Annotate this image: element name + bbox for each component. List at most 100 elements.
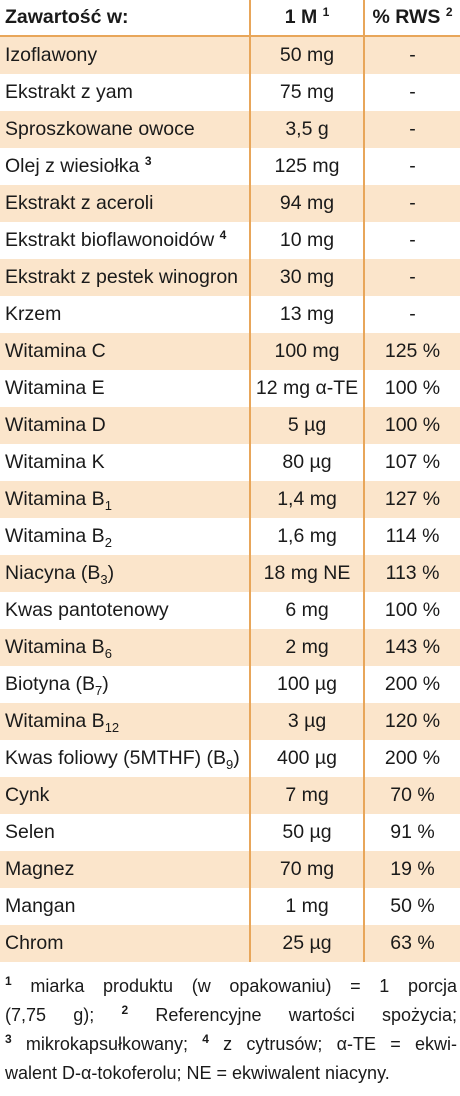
ingredient-name: Ekstrakt z pestek winogron <box>5 266 239 288</box>
ingredient-name-cell: Witamina D <box>0 407 250 444</box>
ingredient-name: Witamina B <box>5 525 105 547</box>
rws-cell: 120 % <box>363 703 460 740</box>
table-row: Witamina C 100 mg 125 % <box>0 333 460 370</box>
rws-cell: 143 % <box>363 629 460 666</box>
ingredient-footnote-mark: 3 <box>144 154 152 168</box>
header-rws-label: % RWS <box>372 6 441 28</box>
amount-cell: 125 mg <box>249 148 364 185</box>
ingredient-name-cell: Witamina B12 <box>0 703 250 740</box>
table-row: Witamina E 12 mg α-TE 100 % <box>0 370 460 407</box>
table-row: Cynk 7 mg 70 % <box>0 777 460 814</box>
rws-cell: 19 % <box>363 851 460 888</box>
table-row: Ekstrakt z pestek winogron 30 mg - <box>0 259 460 296</box>
vitamin-subscript: 3 <box>100 572 108 587</box>
table-row: Ekstrakt bioflawonoidów 4 10 mg - <box>0 222 460 259</box>
table-row: Kwas foliowy (5MTHF) (B9) 400 µg 200 % <box>0 740 460 777</box>
ingredient-name-cell: Krzem <box>0 296 250 333</box>
header-rws: % RWS 2 <box>363 0 460 36</box>
ingredient-name-cell: Izoflawony <box>0 36 250 74</box>
ingredient-name: Krzem <box>5 303 62 325</box>
ingredient-name: Ekstrakt bioflawonoidów <box>5 229 215 251</box>
ingredient-name: Magnez <box>5 858 75 880</box>
ingredient-name: Ekstrakt z aceroli <box>5 192 154 214</box>
ingredient-name: Selen <box>5 821 55 843</box>
amount-cell: 3 µg <box>249 703 364 740</box>
amount-cell: 7 mg <box>249 777 364 814</box>
table-row: Witamina B6 2 mg 143 % <box>0 629 460 666</box>
vitamin-subscript: 1 <box>104 498 112 513</box>
table-row: Izoflawony 50 mg - <box>0 36 460 74</box>
ingredient-name-cell: Kwas foliowy (5MTHF) (B9) <box>0 740 250 777</box>
table-row: Chrom 25 µg 63 % <box>0 925 460 962</box>
ingredient-name-cell: Ekstrakt z pestek winogron <box>0 259 250 296</box>
table-row: Ekstrakt z yam 75 mg - <box>0 74 460 111</box>
amount-cell: 100 µg <box>249 666 364 703</box>
rws-cell: 100 % <box>363 407 460 444</box>
vitamin-subscript: 9 <box>226 757 234 772</box>
table-row: Witamina B2 1,6 mg 114 % <box>0 518 460 555</box>
rws-cell: 127 % <box>363 481 460 518</box>
table-row: Witamina B12 3 µg 120 % <box>0 703 460 740</box>
vitamin-subscript: 12 <box>104 720 120 735</box>
rws-cell: 107 % <box>363 444 460 481</box>
amount-cell: 1 mg <box>249 888 364 925</box>
header-ingredient: Zawartość w: <box>0 0 250 36</box>
rws-cell: - <box>363 185 460 222</box>
ingredient-name: Witamina B <box>5 636 105 658</box>
rws-cell: 50 % <box>363 888 460 925</box>
footnote-3-mark: 3 <box>5 1032 12 1046</box>
amount-cell: 1,6 mg <box>249 518 364 555</box>
ingredient-name-cell: Sproszkowane owoce <box>0 111 250 148</box>
vitamin-subscript: 2 <box>104 535 112 550</box>
ingredient-name-cell: Witamina E <box>0 370 250 407</box>
footnote-1-continuation: (7,75 g); <box>5 1005 122 1025</box>
rws-cell: 200 % <box>363 666 460 703</box>
ingredient-name: Mangan <box>5 895 76 917</box>
ingredient-name: Witamina D <box>5 414 106 436</box>
rws-cell: 113 % <box>363 555 460 592</box>
ingredient-name-cell: Ekstrakt bioflawonoidów 4 <box>0 222 250 259</box>
ingredient-name-cell: Magnez <box>0 851 250 888</box>
ingredient-name: Sproszkowane owoce <box>5 118 195 140</box>
table-row: Biotyna (B7) 100 µg 200 % <box>0 666 460 703</box>
ingredient-name-cell: Witamina B6 <box>0 629 250 666</box>
rws-cell: 125 % <box>363 333 460 370</box>
ingredient-name-suffix: ) <box>233 747 240 769</box>
amount-cell: 25 µg <box>249 925 364 962</box>
amount-cell: 30 mg <box>249 259 364 296</box>
table-row: Witamina B1 1,4 mg 127 % <box>0 481 460 518</box>
amount-cell: 70 mg <box>249 851 364 888</box>
ingredient-name-cell: Witamina B1 <box>0 481 250 518</box>
footnote-3-text: mikrokapsułkowany; <box>11 1034 203 1054</box>
ingredient-name: Kwas foliowy (5MTHF) (B <box>5 747 227 769</box>
ingredient-name-cell: Selen <box>0 814 250 851</box>
vitamin-subscript: 7 <box>94 683 103 698</box>
amount-cell: 80 µg <box>249 444 364 481</box>
ingredient-name-cell: Ekstrakt z yam <box>0 74 250 111</box>
header-amount: 1 M 1 <box>249 0 364 36</box>
vitamin-subscript: 6 <box>104 646 112 661</box>
ingredient-name-cell: Biotyna (B7) <box>0 666 250 703</box>
footnotes: 1 miarka produktu (w opakowaniu) = 1 por… <box>5 972 457 1088</box>
amount-cell: 12 mg α-TE <box>249 370 364 407</box>
table-row: Niacyna (B3) 18 mg NE 113 % <box>0 555 460 592</box>
ingredient-name-cell: Kwas pantotenowy <box>0 592 250 629</box>
amount-cell: 50 mg <box>249 36 364 74</box>
rws-cell: - <box>363 148 460 185</box>
rws-cell: 70 % <box>363 777 460 814</box>
header-row: Zawartość w: 1 M 1 % RWS 2 <box>0 0 460 36</box>
amount-cell: 100 mg <box>249 333 364 370</box>
header-amount-label: 1 M <box>284 6 318 28</box>
amount-cell: 5 µg <box>249 407 364 444</box>
rws-cell: - <box>363 222 460 259</box>
footnote-abbreviations: walent D-α-tokoferolu; NE = ekwiwalent n… <box>5 1063 390 1083</box>
ingredient-name: Biotyna (B <box>5 673 95 695</box>
table-row: Mangan 1 mg 50 % <box>0 888 460 925</box>
rws-cell: - <box>363 259 460 296</box>
ingredient-name: Kwas pantotenowy <box>5 599 169 621</box>
amount-cell: 3,5 g <box>249 111 364 148</box>
table-row: Magnez 70 mg 19 % <box>0 851 460 888</box>
nutrition-table: Zawartość w: 1 M 1 % RWS 2 Izoflawony 50 … <box>0 0 460 962</box>
amount-cell: 18 mg NE <box>249 555 364 592</box>
